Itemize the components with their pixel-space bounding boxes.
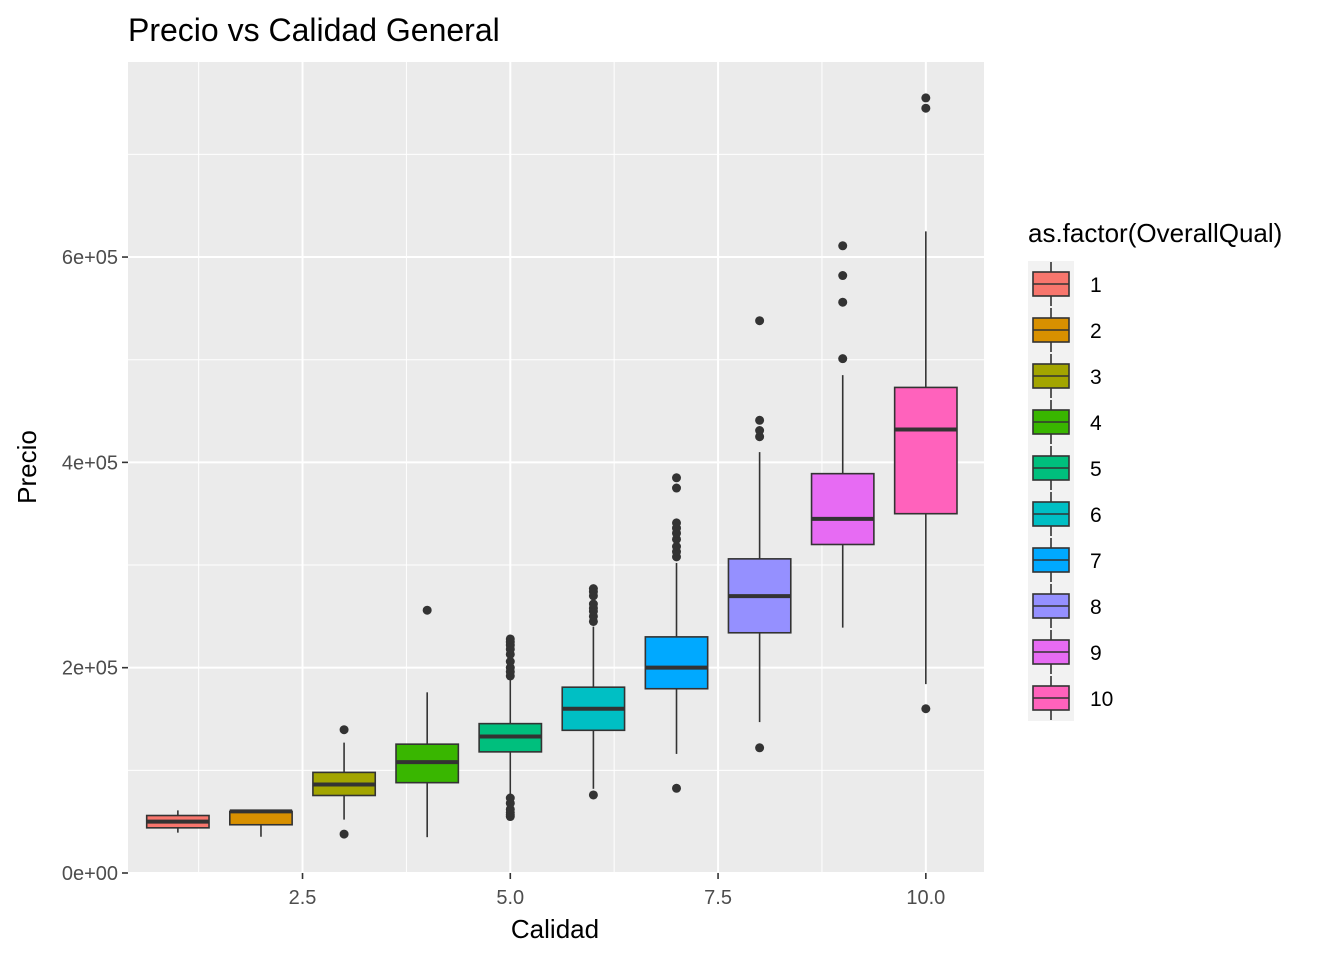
box-group-9	[810, 241, 875, 628]
outlier-point	[588, 599, 598, 609]
box-group-8	[727, 316, 792, 753]
y-axis: 0e+00 2e+05 4e+05 6e+05	[62, 247, 128, 885]
x-axis-title: Calidad	[511, 914, 599, 944]
box-group-5	[478, 634, 543, 822]
outlier-point	[838, 241, 848, 251]
box-group-4	[395, 605, 460, 838]
legend-title: as.factor(OverallQual)	[1028, 218, 1282, 248]
box	[644, 636, 709, 690]
x-axis: 2.5 5.0 7.5 10.0	[289, 873, 945, 909]
box-group-6	[561, 584, 626, 800]
legend-label: 8	[1090, 596, 1102, 619]
legend-item-7: 7	[1032, 538, 1102, 582]
plot-panel	[128, 62, 984, 873]
legend-item-2: 2	[1032, 308, 1102, 352]
y-tick-label: 4e+05	[62, 452, 118, 474]
box-group-7	[644, 473, 709, 793]
legend-label: 10	[1090, 688, 1113, 711]
legend-label: 2	[1090, 320, 1102, 343]
legend-label: 9	[1090, 642, 1102, 665]
grid-minor	[128, 62, 984, 873]
legend-item-10: 10	[1032, 676, 1113, 720]
outlier-point	[339, 829, 349, 839]
outlier-point	[672, 483, 682, 493]
box	[229, 810, 293, 826]
legend-item-5: 5	[1032, 446, 1102, 490]
x-tick-label: 10.0	[906, 887, 945, 909]
box-group-1	[145, 810, 210, 833]
outlier-point	[505, 804, 515, 814]
box-group-3	[312, 725, 377, 839]
outlier-point	[921, 103, 931, 113]
x-tick-label: 7.5	[704, 887, 732, 909]
outlier-point	[921, 93, 931, 103]
y-axis-title: Precio	[12, 430, 42, 504]
legend-item-9: 9	[1032, 630, 1102, 674]
legend-item-3: 3	[1032, 354, 1102, 398]
outlier-point	[672, 783, 682, 793]
legend: as.factor(OverallQual) 1 2 3 4 5 6 7 8 9 10	[1028, 218, 1282, 721]
outlier-point	[588, 584, 598, 594]
legend-label: 5	[1090, 458, 1102, 481]
box-group-10	[893, 93, 958, 714]
outlier-point	[505, 634, 515, 644]
outlier-point	[921, 704, 931, 714]
legend-label: 1	[1090, 274, 1102, 297]
outlier-point	[672, 534, 682, 544]
legend-label: 4	[1090, 412, 1102, 435]
box	[810, 472, 875, 546]
boxes-layer	[145, 93, 958, 839]
legend-item-1: 1	[1032, 262, 1102, 306]
outlier-point	[755, 316, 765, 326]
outlier-point	[588, 790, 598, 800]
y-tick-label: 6e+05	[62, 247, 118, 269]
x-tick-label: 2.5	[289, 887, 317, 909]
box-group-2	[229, 809, 293, 837]
outlier-point	[505, 663, 515, 673]
outlier-point	[505, 657, 515, 667]
legend-item-8: 8	[1032, 584, 1102, 628]
legend-label: 7	[1090, 550, 1102, 573]
outlier-point	[755, 432, 765, 442]
outlier-point	[838, 297, 848, 307]
chart-title: Precio vs Calidad General	[128, 12, 500, 48]
outlier-point	[339, 725, 349, 735]
outlier-point	[838, 271, 848, 281]
x-tick-label: 5.0	[496, 887, 524, 909]
y-tick-label: 0e+00	[62, 863, 118, 885]
legend-item-4: 4	[1032, 400, 1102, 444]
outlier-point	[422, 605, 432, 615]
outlier-point	[505, 793, 515, 803]
outlier-point	[755, 426, 765, 436]
outlier-point	[838, 354, 848, 364]
y-tick-label: 2e+05	[62, 658, 118, 680]
outlier-point	[755, 743, 765, 753]
outlier-point	[755, 415, 765, 425]
outlier-point	[672, 542, 682, 552]
box	[893, 386, 958, 515]
outlier-point	[672, 518, 682, 528]
legend-item-6: 6	[1032, 492, 1102, 536]
legend-label: 3	[1090, 366, 1102, 389]
legend-label: 6	[1090, 504, 1102, 527]
outlier-point	[672, 473, 682, 483]
